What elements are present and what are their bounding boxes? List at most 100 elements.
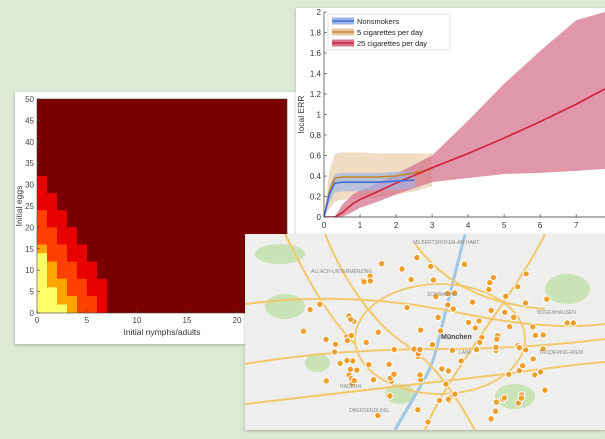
heatmap-ytick-label-2: 10 <box>25 266 34 275</box>
map-marker-90 <box>518 362 527 370</box>
map-marker-29 <box>366 277 375 285</box>
err-ytick-label-4: 0.8 <box>310 131 322 140</box>
map-marker-98 <box>500 394 509 402</box>
map-label-hadern: HADERN <box>340 384 362 390</box>
map-marker-13 <box>487 415 495 423</box>
map-marker-60 <box>529 355 537 363</box>
heatmap-xtick-label-0: 0 <box>35 316 40 325</box>
map-marker-66 <box>531 371 539 379</box>
map-label-milbertshofen: MILBERTSHOFEN-AM HART <box>413 240 480 246</box>
map-marker-108 <box>491 407 500 415</box>
map-base <box>245 234 605 430</box>
err-ytick-label-7: 1.4 <box>310 70 322 79</box>
map-marker-11 <box>569 319 577 327</box>
map-park-0 <box>265 294 305 319</box>
map-marker-89 <box>489 273 498 282</box>
map-marker-54 <box>514 283 522 291</box>
map-marker-73 <box>390 370 398 378</box>
map-marker-71 <box>510 313 518 322</box>
map-marker-112 <box>435 396 444 405</box>
map-marker-85 <box>322 377 331 385</box>
heatmap-xlabel: Initial nymphs/adults <box>123 327 200 337</box>
err-xtick-label-2: 2 <box>394 221 399 230</box>
map-marker-78 <box>369 376 378 384</box>
err-ytick-label-5: 1 <box>317 111 322 120</box>
map-park-1 <box>385 384 415 404</box>
map-marker-23 <box>444 395 453 403</box>
map-marker-74 <box>464 318 473 327</box>
map-label-laim: LAIM <box>459 350 471 356</box>
err-xtick-label-5: 5 <box>502 221 507 230</box>
map-label-trudering: TRUDERING-RIEM <box>539 350 583 356</box>
map-marker-77 <box>416 326 425 334</box>
map-marker-42 <box>385 360 393 369</box>
map-marker-6 <box>536 368 545 376</box>
map-marker-97 <box>531 331 540 340</box>
err-ytick-label-6: 1.2 <box>310 90 322 99</box>
err-xtick-label-6: 6 <box>538 221 543 230</box>
map-marker-32 <box>485 285 493 294</box>
map-marker-115 <box>434 313 442 322</box>
map-marker-109 <box>365 361 373 369</box>
map-marker-87 <box>543 295 551 303</box>
map-panel[interactable]: ALLACH-UNTERMENZING MILBERTSHOFEN-AM HAR… <box>245 234 605 430</box>
map-marker-12 <box>390 345 399 354</box>
err-ytick-label-3: 0.6 <box>310 152 322 161</box>
map-marker-86 <box>407 275 415 284</box>
map-park-2 <box>545 274 590 304</box>
map-park-5 <box>255 244 305 264</box>
heatmap-ylabel: Initial eggs <box>15 186 24 227</box>
map-label-obersendling: OBERSENDLING <box>349 408 389 414</box>
err-ytick-label-2: 0.4 <box>310 172 322 181</box>
heatmap-ytick-label-9: 45 <box>25 116 34 125</box>
err-ytick-label-8: 1.6 <box>310 49 322 58</box>
map-marker-1 <box>438 365 446 373</box>
err-ytick-label-1: 0.2 <box>310 193 322 202</box>
map-marker-80 <box>346 365 355 374</box>
err-plot-area <box>324 12 605 217</box>
map-road-1 <box>245 338 605 365</box>
map-marker-55 <box>468 298 477 306</box>
map-label-city: München <box>441 334 472 341</box>
err-ylabel: local ERR <box>296 96 306 134</box>
err-line-1 <box>324 168 433 217</box>
heatmap-ytick-label-3: 15 <box>25 245 34 254</box>
map-marker-111 <box>457 357 465 365</box>
map-marker-43 <box>427 262 435 271</box>
map-marker-84 <box>529 323 537 331</box>
map-marker-106 <box>501 308 509 317</box>
heatmap-ytick-label-8: 40 <box>25 138 34 147</box>
err-legend-label-2: 25 cigarettes per day <box>357 39 427 48</box>
map-marker-76 <box>416 371 424 379</box>
map-marker-104 <box>403 303 411 312</box>
err-ytick-label-9: 1.8 <box>310 29 322 38</box>
map-marker-100 <box>374 328 383 336</box>
map-marker-5 <box>450 289 459 297</box>
map-marker-72 <box>360 278 368 286</box>
map-marker-38 <box>522 270 530 278</box>
map-marker-88 <box>539 331 547 339</box>
map-marker-69 <box>436 327 445 335</box>
map-marker-75 <box>472 345 481 354</box>
map-marker-95 <box>413 253 421 262</box>
err-xtick-label-3: 3 <box>430 221 435 230</box>
map-road-4 <box>245 361 605 405</box>
err-ytick-label-10: 2 <box>317 8 322 17</box>
err-xtick-label-4: 4 <box>466 221 471 230</box>
map-marker-102 <box>299 327 308 335</box>
map-marker-51 <box>424 418 432 426</box>
map-marker-118 <box>451 390 459 398</box>
err-ytick-label-0: 0 <box>317 213 322 222</box>
map-marker-110 <box>316 300 324 309</box>
heatmap-xtick-label-3: 15 <box>183 316 192 325</box>
map-marker-37 <box>563 319 571 327</box>
map-marker-22 <box>487 306 495 315</box>
map-marker-53 <box>398 265 406 273</box>
map-park-4 <box>305 354 330 372</box>
err-line-0 <box>324 179 415 217</box>
err-legend-label-0: Nonsmokers <box>357 17 399 26</box>
err-legend-label-1: 5 cigarettes per day <box>357 28 423 37</box>
map-marker-9 <box>331 340 340 349</box>
map-marker-31 <box>343 336 352 345</box>
heatmap-ytick-label-1: 5 <box>30 288 35 297</box>
